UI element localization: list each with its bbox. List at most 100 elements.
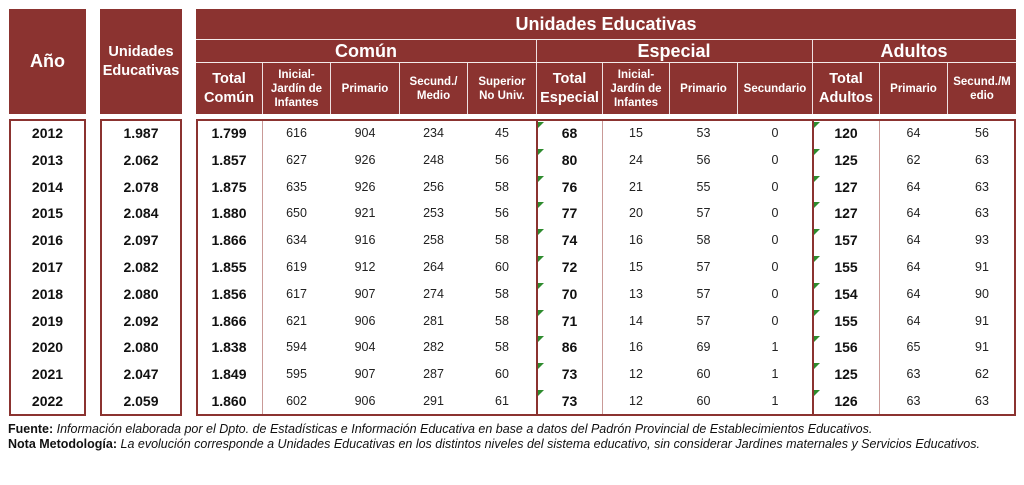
table-cell: 2.062 [123, 151, 159, 168]
table-cell: 20 [629, 206, 643, 221]
table-cell: 56 [495, 152, 509, 167]
col-total-comun: Total Común [196, 63, 262, 114]
table-cell: 14 [629, 313, 643, 328]
table-cell: 64 [906, 313, 921, 328]
col-secund-adultos-l2: edio [970, 89, 994, 102]
table-cell: 127 [834, 205, 858, 222]
col-inicial-comun-l2: Jardín de [270, 82, 323, 95]
group-adultos-label: Adultos [880, 40, 948, 61]
cell-marker-icon [814, 390, 820, 396]
table-cell: 281 [423, 313, 444, 328]
table-cell: 73 [561, 393, 578, 409]
table-cell: 58 [696, 233, 711, 248]
table-cell: 21 [629, 179, 643, 194]
table-cell: 74 [561, 232, 578, 249]
col-inicial-especial: Inicial- Jardín de Infantes [603, 63, 669, 114]
table-cell: 256 [423, 179, 444, 194]
table-cell: 60 [696, 394, 711, 408]
year-cell: 2013 [31, 151, 64, 168]
col-sep [399, 63, 400, 114]
col-inicial-comun-l1: Inicial- [278, 68, 315, 81]
cell-marker-icon [538, 175, 544, 182]
table-cell: 60 [495, 367, 509, 382]
cell-marker-icon [814, 122, 820, 128]
table-cell: 156 [834, 339, 858, 356]
col-sep [467, 63, 468, 114]
table-cell: 120 [834, 125, 858, 141]
year-cell: 2014 [31, 178, 64, 195]
col-inicial-especial-l2: Jardín de [610, 82, 662, 95]
body-box-unidades [100, 119, 182, 416]
table-cell: 650 [286, 206, 307, 221]
table-cell: 63 [975, 179, 989, 194]
table-cell: 155 [834, 259, 858, 275]
col-primario-comun: Primario [331, 63, 399, 114]
col-total-adultos-l2: Adultos [819, 89, 873, 106]
table-cell: 2.059 [123, 393, 159, 409]
table-cell: 63 [975, 206, 989, 221]
table-cell: 76 [561, 178, 578, 195]
group-especial: Especial [536, 40, 812, 62]
table-cell: 0 [771, 286, 779, 301]
cell-marker-icon [538, 363, 544, 370]
table-cell: 90 [975, 286, 989, 301]
table-cell: 2.082 [123, 259, 159, 275]
table-cell: 62 [906, 152, 921, 167]
table-cell: 1.880 [211, 205, 247, 222]
unidades-label-line1: Unidades [108, 43, 174, 60]
col-total-adultos-l1: Total [829, 70, 863, 87]
group-comun-label: Común [335, 40, 397, 61]
cell-marker-icon [538, 256, 544, 262]
table-cell: 1.855 [211, 259, 247, 275]
table-cell: 2.078 [123, 178, 159, 195]
year-cell: 2018 [31, 285, 64, 302]
col-inicial-especial-l3: Infantes [613, 96, 659, 109]
table-cell: 253 [423, 206, 444, 221]
body-box-anio [9, 119, 86, 416]
table-cell: 24 [629, 152, 643, 167]
year-cell: 2012 [31, 125, 64, 141]
group-adultos: Adultos [812, 40, 1016, 62]
table-cell: 0 [771, 126, 779, 140]
table-cell: 13 [629, 286, 643, 301]
nota-metodologia: Nota Metodología: La evolución correspon… [8, 437, 1013, 452]
cell-marker-icon [814, 175, 820, 182]
cell-marker-icon [538, 336, 544, 343]
table-cell: 125 [834, 366, 858, 383]
table-cell: 64 [906, 233, 921, 248]
table-cell: 264 [423, 260, 444, 274]
col-secund-adultos-l1: Secund./M [953, 75, 1011, 88]
table-cell: 125 [834, 151, 858, 168]
col-sep [602, 63, 603, 114]
table-cell: 904 [354, 126, 376, 140]
table-cell: 0 [771, 313, 779, 328]
table-cell: 154 [834, 285, 858, 302]
table-cell: 155 [834, 312, 858, 329]
table-cell: 64 [906, 206, 921, 221]
table-cell: 64 [906, 286, 921, 301]
table-cell: 926 [354, 152, 376, 167]
table-cell: 616 [286, 126, 307, 140]
col-secundario-especial-l1: Secundario [743, 82, 807, 95]
group-sep-2 [812, 40, 813, 114]
col-secund-comun: Secund./ Medio [400, 63, 467, 114]
table-cell: 602 [286, 394, 307, 408]
body-group-sep [812, 121, 814, 414]
col-total-especial-l2: Especial [540, 89, 599, 106]
cell-marker-icon [814, 229, 820, 236]
table-cell: 69 [696, 340, 711, 355]
table-cell: 58 [495, 233, 509, 248]
table-cell: 62 [975, 367, 989, 382]
cell-marker-icon [538, 202, 544, 209]
col-secund-comun-l1: Secund./ [409, 75, 458, 88]
table-cell: 12 [629, 367, 643, 382]
table-cell: 57 [696, 286, 711, 301]
col-superior-comun-l1: Superior [478, 75, 526, 88]
table-cell: 93 [975, 233, 989, 248]
col-primario-adultos: Primario [880, 63, 947, 114]
group-sep-1 [536, 40, 537, 114]
table-cell: 58 [495, 179, 509, 194]
col-sep [737, 63, 738, 114]
table-cell: 2.047 [123, 366, 159, 383]
main-title-text: Unidades Educativas [515, 13, 697, 34]
